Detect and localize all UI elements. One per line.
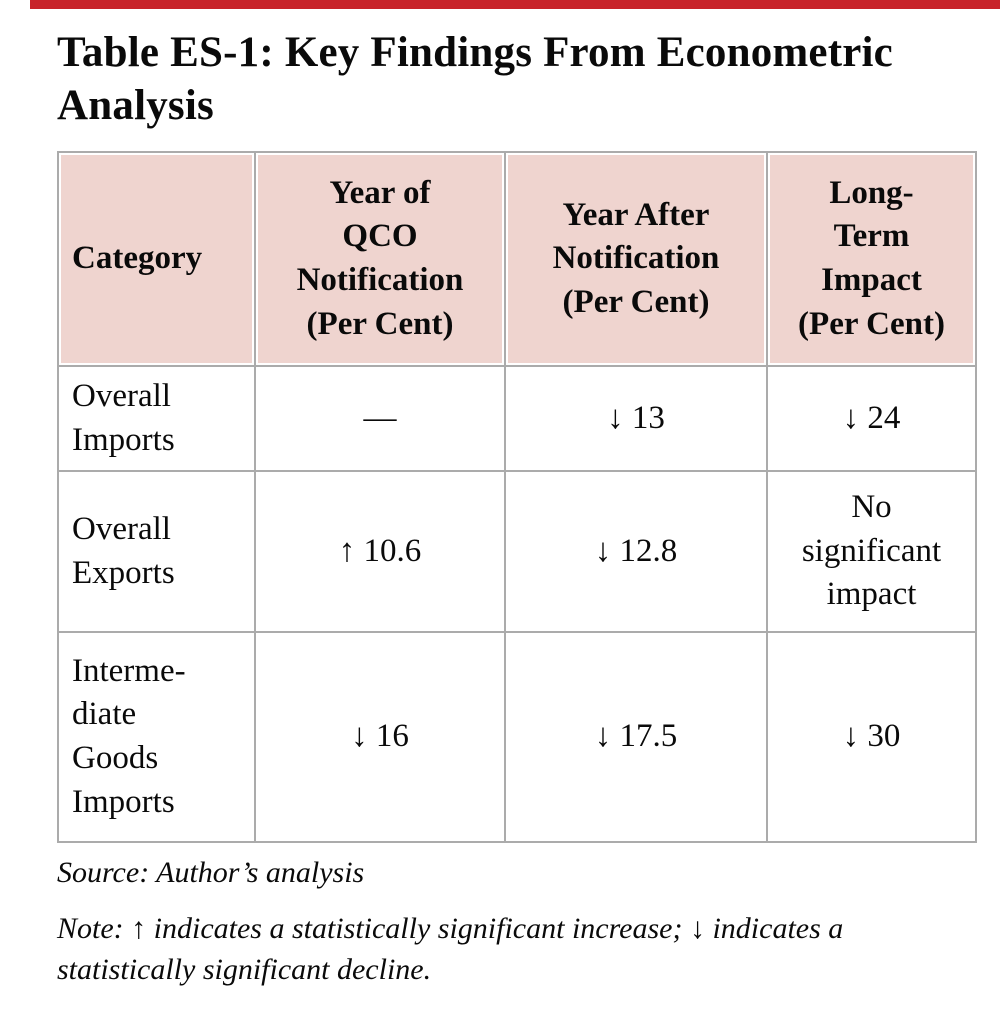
header-row: Category Year of QCO Notification (Per C… — [57, 151, 977, 367]
source-line: Source: Author’s analysis — [57, 856, 365, 889]
cell-overall-exports-year-after: ↓ 12.8 — [504, 470, 768, 633]
cell-overall-imports-year-of-qco: — — [254, 365, 506, 472]
header-cell-long-term-impact: Long- Term Impact (Per Cent) — [766, 151, 977, 367]
cell-overall-imports-year-after: ↓ 13 — [504, 365, 768, 472]
header-cell-year-after-notification: Year After Notification (Per Cent) — [504, 151, 768, 367]
top-accent-bar — [30, 0, 1000, 9]
cell-intermediate-goods-long-term: ↓ 30 — [766, 631, 977, 843]
table-row-overall-imports: Overall Imports — ↓ 13 ↓ 24 — [57, 365, 977, 472]
header-cell-year-of-qco-notification: Year of QCO Notification (Per Cent) — [254, 151, 506, 367]
table-title: Table ES-1: Key Findings From Econometri… — [57, 29, 893, 130]
cell-intermediate-goods-year-after: ↓ 17.5 — [504, 631, 768, 843]
cell-overall-imports-category: Overall Imports — [57, 365, 256, 472]
cell-intermediate-goods-year-of-qco: ↓ 16 — [254, 631, 506, 843]
header-cell-category: Category — [57, 151, 256, 367]
cell-overall-exports-year-of-qco: ↑ 10.6 — [254, 470, 506, 633]
cell-overall-exports-category: Overall Exports — [57, 470, 256, 633]
cell-intermediate-goods-category: Interme- diate Goods Imports — [57, 631, 256, 843]
cell-overall-imports-long-term: ↓ 24 — [766, 365, 977, 472]
note-line: Note: ↑ indicates a statistically signif… — [57, 912, 844, 987]
cell-overall-exports-long-term: No significant impact — [766, 470, 977, 633]
table-row-intermediate-goods-imports: Interme- diate Goods Imports ↓ 16 ↓ 17.5… — [57, 631, 977, 843]
table-row-overall-exports: Overall Exports ↑ 10.6 ↓ 12.8 No signifi… — [57, 470, 977, 633]
findings-table: Category Year of QCO Notification (Per C… — [57, 151, 977, 843]
